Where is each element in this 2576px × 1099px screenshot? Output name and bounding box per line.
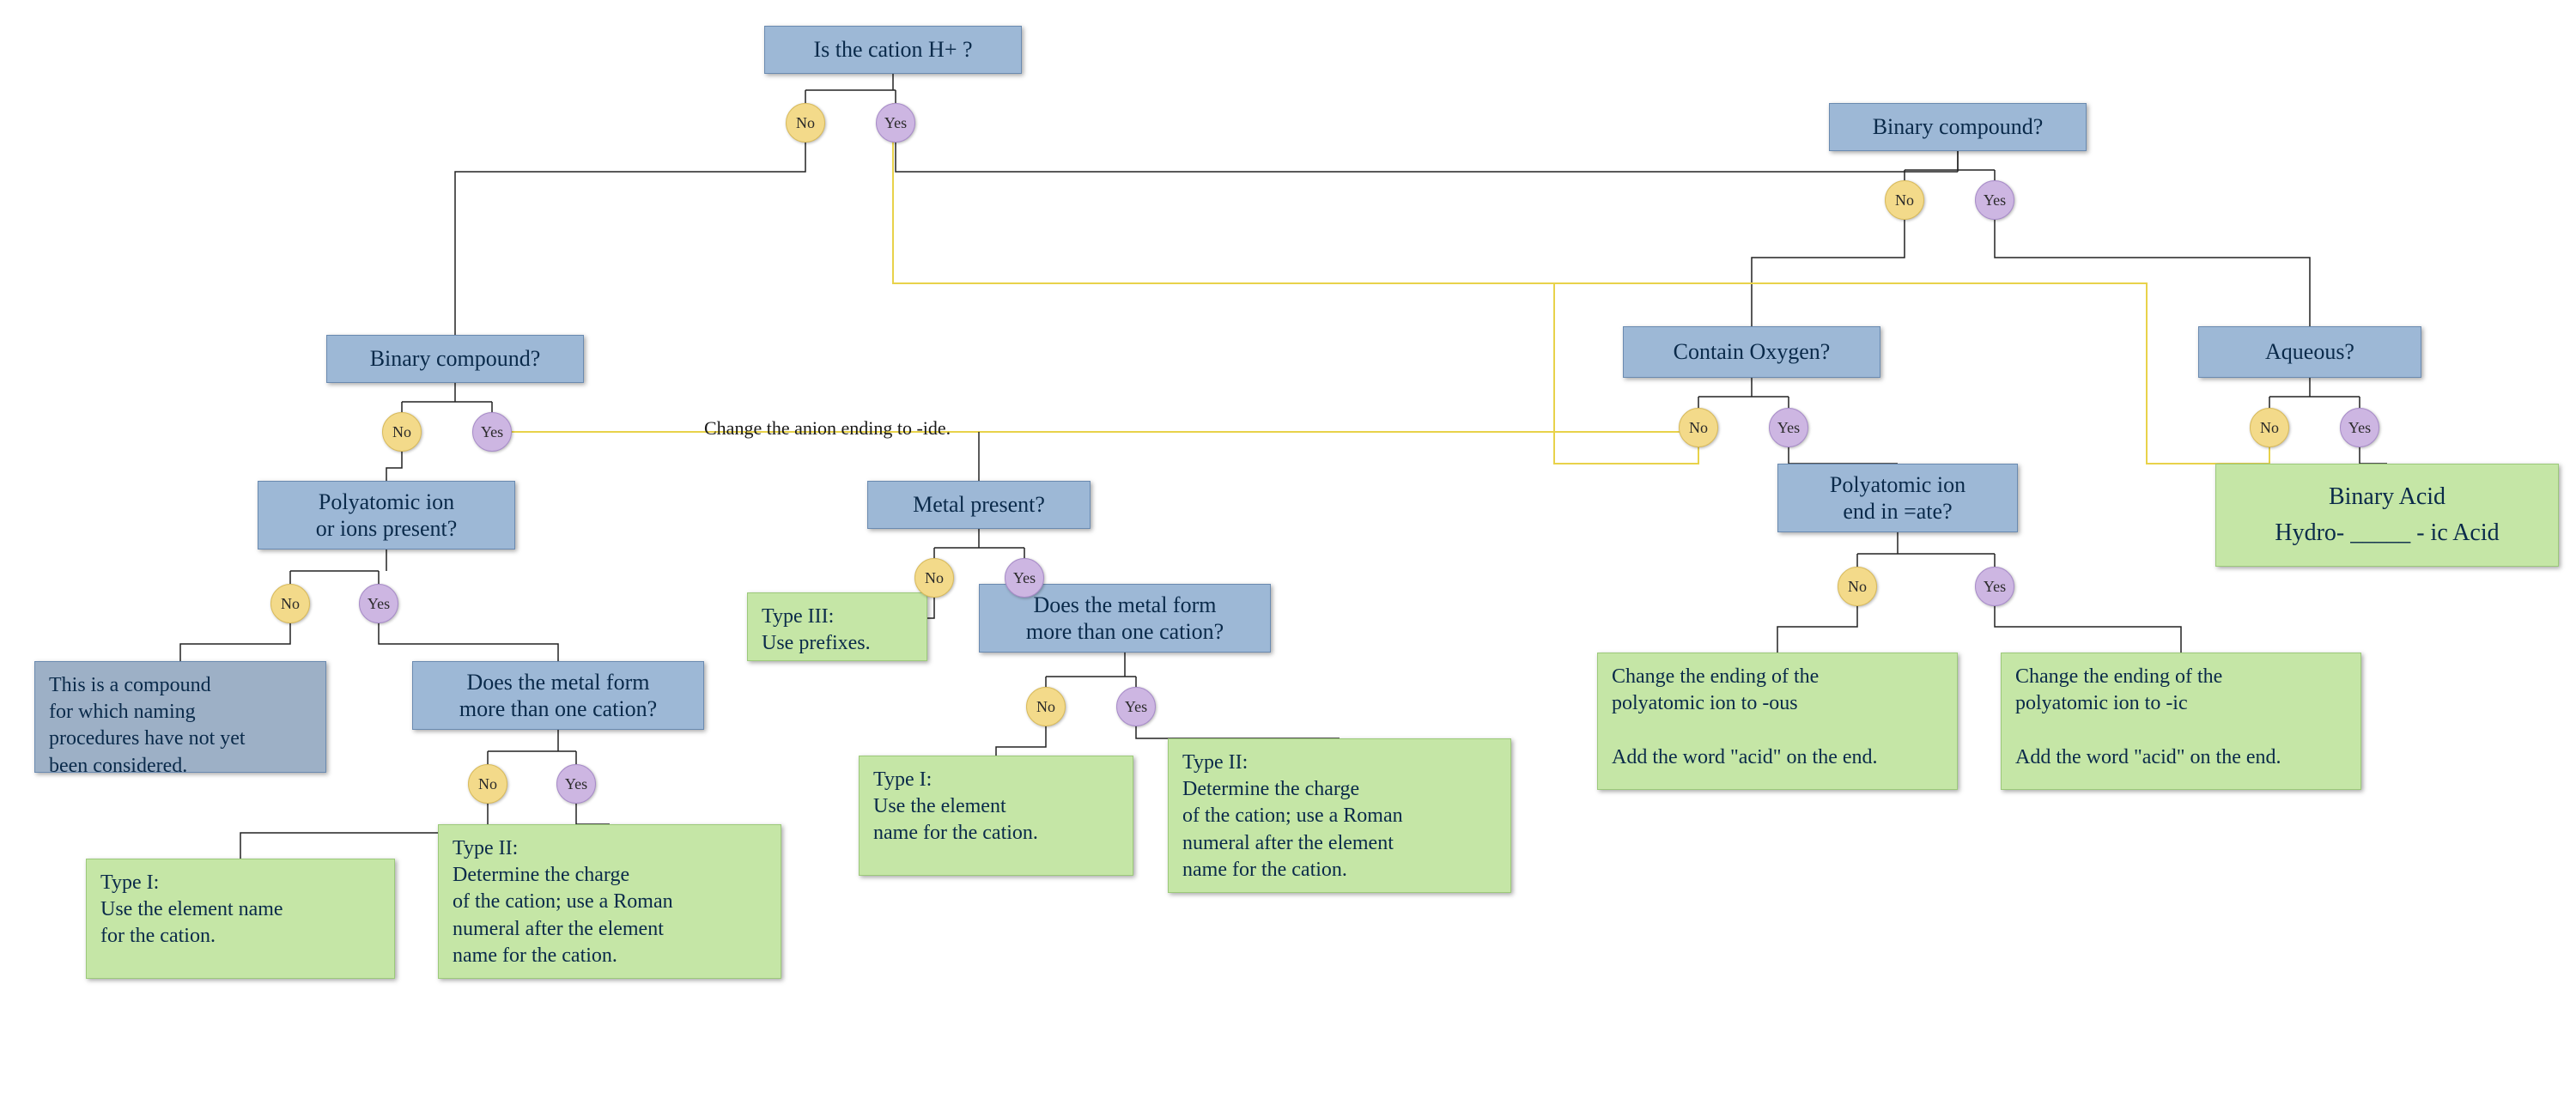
c2_no: No	[1885, 180, 1924, 220]
t_type1_b: Type I: Use the element name for the cat…	[859, 756, 1133, 876]
t_type2_b: Type II: Determine the charge of the cat…	[1168, 738, 1511, 893]
t_ous: Change the ending of the polyatomic ion …	[1597, 653, 1958, 790]
c1_no: No	[786, 103, 825, 143]
c6_no: No	[1679, 408, 1718, 447]
t_not_considered: This is a compound for which naming proc…	[34, 661, 326, 773]
q_poly_ions: Polyatomic ion or ions present?	[258, 481, 515, 550]
t_type2_a: Type II: Determine the charge of the cat…	[438, 824, 781, 979]
c8_yes: Yes	[1975, 567, 2014, 606]
c3_no: No	[382, 412, 422, 452]
c7_yes: Yes	[2340, 408, 2379, 447]
c3_yes: Yes	[472, 412, 512, 452]
c5_no: No	[914, 558, 954, 598]
q_aqueous: Aqueous?	[2198, 326, 2421, 378]
c9_yes: Yes	[556, 764, 596, 804]
q_metal_cation_a: Does the metal form more than one cation…	[412, 661, 704, 730]
c4_no: No	[270, 584, 310, 623]
t_type3: Type III: Use prefixes.	[747, 592, 927, 661]
t_binary_acid: Binary Acid Hydro- _____ - ic Acid	[2215, 464, 2559, 567]
c8_no: No	[1838, 567, 1877, 606]
q_binary_left: Binary compound?	[326, 335, 584, 383]
c10_no: No	[1026, 687, 1066, 726]
c6_yes: Yes	[1769, 408, 1808, 447]
t_type1_a: Type I: Use the element name for the cat…	[86, 859, 395, 979]
c9_no: No	[468, 764, 507, 804]
c5_yes: Yes	[1005, 558, 1044, 598]
label-anion_ide: Change the anion ending to -ide.	[704, 417, 951, 440]
c7_no: No	[2250, 408, 2289, 447]
q_contain_oxygen: Contain Oxygen?	[1623, 326, 1880, 378]
c1_yes: Yes	[876, 103, 915, 143]
q_metal_present: Metal present?	[867, 481, 1091, 529]
q_cation_h: Is the cation H+ ?	[764, 26, 1022, 74]
c2_yes: Yes	[1975, 180, 2014, 220]
t_ic: Change the ending of the polyatomic ion …	[2001, 653, 2361, 790]
q_poly_ate: Polyatomic ion end in =ate?	[1777, 464, 2018, 532]
c10_yes: Yes	[1116, 687, 1156, 726]
q_binary_right: Binary compound?	[1829, 103, 2087, 151]
c4_yes: Yes	[359, 584, 398, 623]
